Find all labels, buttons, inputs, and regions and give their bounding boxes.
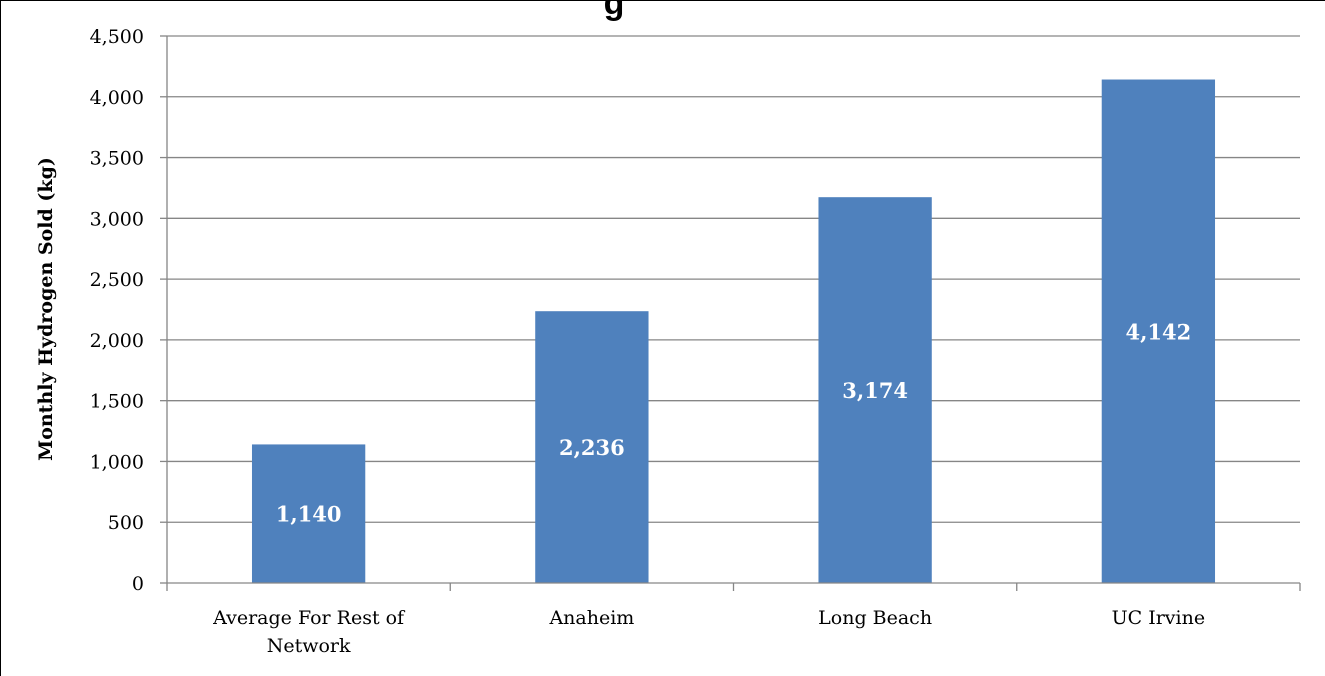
- x-category-label: Anaheim: [548, 607, 634, 629]
- data-label: 2,236: [559, 435, 625, 460]
- data-label: 3,174: [842, 378, 908, 403]
- data-label: 1,140: [276, 502, 342, 527]
- x-category-label: UC Irvine: [1112, 607, 1205, 629]
- chart-title: g: [604, 0, 625, 22]
- y-tick-label: 0: [132, 573, 144, 595]
- y-tick-label: 3,000: [90, 208, 144, 230]
- y-tick-label: 2,500: [90, 269, 144, 291]
- bar: [818, 197, 932, 583]
- bar: [535, 311, 649, 583]
- y-tick-label: 2,000: [90, 330, 144, 352]
- y-tick-label: 4,500: [90, 26, 144, 48]
- data-label: 4,142: [1125, 319, 1191, 344]
- y-tick-label: 4,000: [90, 87, 144, 109]
- y-tick-label: 1,000: [90, 451, 144, 473]
- x-category-label: Average For Rest of: [212, 607, 406, 629]
- bar: [251, 444, 366, 583]
- y-tick-label: 3,500: [90, 148, 144, 170]
- y-axis-title: Monthly Hydrogen Sold (kg): [35, 157, 57, 461]
- x-category-label: Network: [267, 635, 351, 657]
- bar: [1101, 79, 1216, 583]
- y-tick-label: 1,500: [90, 391, 144, 413]
- x-category-label: Long Beach: [818, 607, 932, 629]
- y-tick-label: 500: [108, 512, 144, 534]
